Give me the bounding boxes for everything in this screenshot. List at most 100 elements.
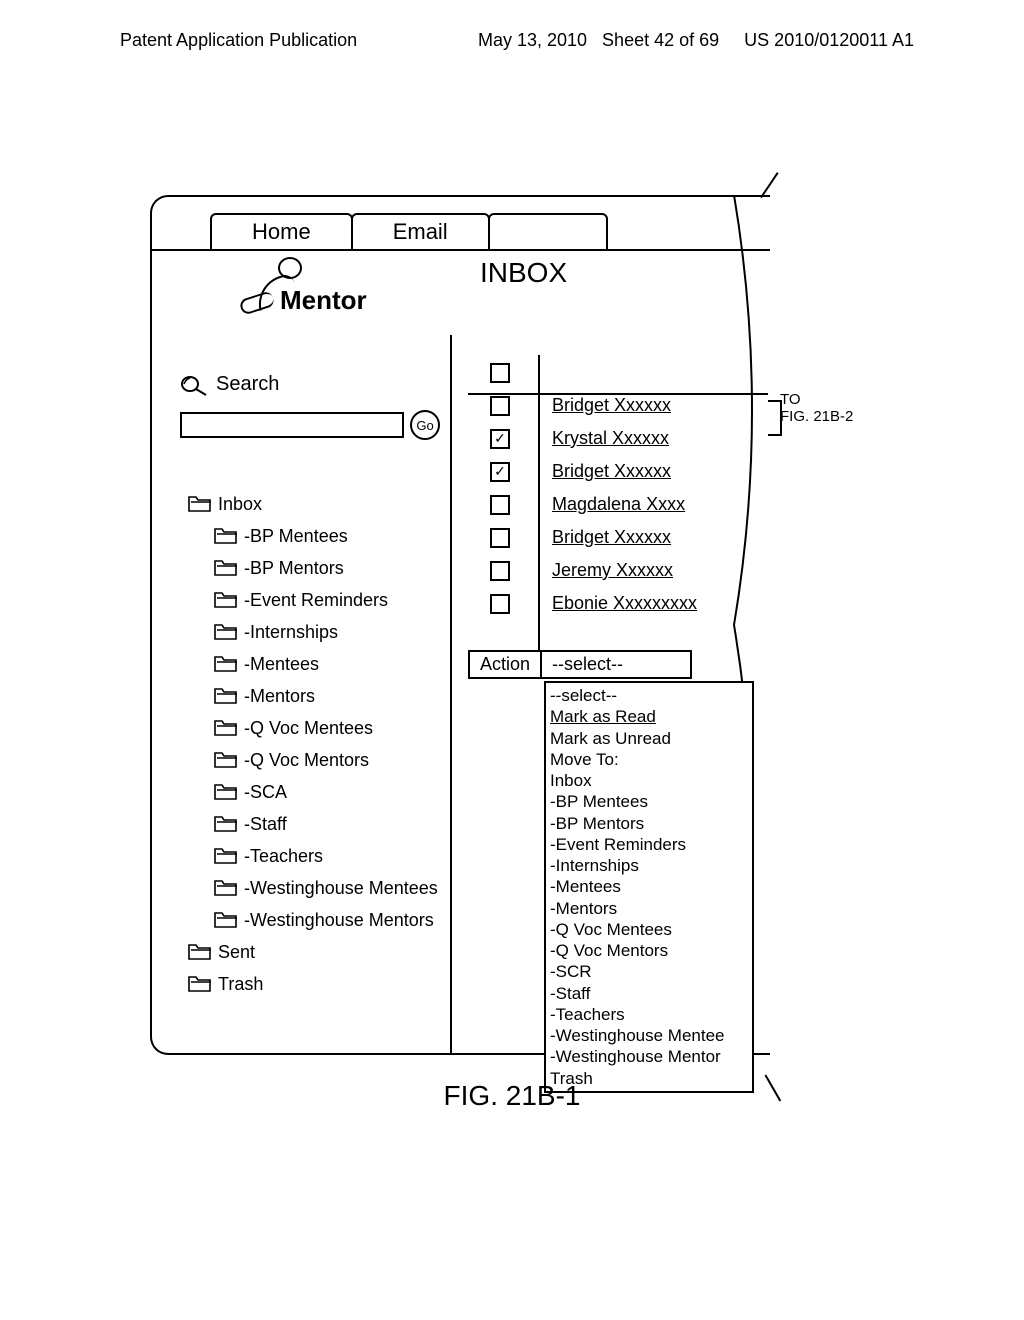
search-area: Search Go (180, 373, 440, 440)
folder-label: Sent (218, 943, 255, 961)
dropdown-option[interactable]: -Internships (550, 855, 748, 876)
publication-number: US 2010/0120011 A1 (744, 30, 914, 50)
figure-label: FIG. 21B-1 (0, 1080, 1024, 1112)
message-sender[interactable]: Bridget Xxxxxx (552, 527, 671, 548)
tab-blank[interactable] (488, 213, 608, 251)
message-checkbox[interactable] (490, 363, 510, 383)
folder-item[interactable]: Sent (188, 943, 438, 961)
search-label: Search (216, 373, 279, 396)
vertical-divider (450, 335, 452, 1055)
dropdown-option[interactable]: -Mentees (550, 876, 748, 897)
folder-item[interactable]: Inbox (188, 495, 438, 513)
dropdown-option[interactable]: -BP Mentees (550, 791, 748, 812)
folder-label: -Staff (244, 815, 287, 833)
dropdown-option[interactable]: -Teachers (550, 1004, 748, 1025)
message-sender[interactable]: Magdalena Xxxx (552, 494, 685, 515)
message-checkbox[interactable] (490, 594, 510, 614)
publication-label: Patent Application Publication (120, 30, 357, 51)
folder-item[interactable]: -Teachers (214, 847, 438, 865)
folder-item[interactable]: -Mentees (214, 655, 438, 673)
message-row[interactable]: Jeremy Xxxxxx (490, 560, 760, 581)
folder-label: -BP Mentees (244, 527, 348, 545)
message-row[interactable]: ✓ Krystal Xxxxxx (490, 428, 760, 449)
app-logo: Mentor (220, 255, 420, 325)
message-row[interactable]: Bridget Xxxxxx (490, 395, 760, 416)
folder-label: -Q Voc Mentees (244, 719, 373, 737)
dropdown-option[interactable]: --select-- (550, 685, 748, 706)
folder-label: Trash (218, 975, 263, 993)
message-row[interactable]: ✓ Bridget Xxxxxx (490, 461, 760, 482)
folder-item[interactable]: Trash (188, 975, 438, 993)
action-dropdown[interactable]: --select--Mark as ReadMark as UnreadMove… (544, 681, 754, 1093)
dropdown-option[interactable]: -Staff (550, 983, 748, 1004)
action-row: Action --select-- (468, 650, 692, 679)
folder-item[interactable]: -BP Mentees (214, 527, 438, 545)
pub-date: May 13, 2010 (478, 30, 587, 50)
dropdown-option[interactable]: -Westinghouse Mentee (550, 1025, 748, 1046)
folder-item[interactable]: -BP Mentors (214, 559, 438, 577)
message-checkbox[interactable]: ✓ (490, 462, 510, 482)
folder-tree: Inbox -BP Mentees -BP Mentors -Event Remind… (188, 495, 438, 1007)
message-sender[interactable]: Bridget Xxxxxx (552, 395, 671, 416)
message-checkbox[interactable] (490, 396, 510, 416)
dropdown-option[interactable]: -SCR (550, 961, 748, 982)
folder-item[interactable]: -Mentors (214, 687, 438, 705)
folder-item[interactable]: -Staff (214, 815, 438, 833)
folder-label: -Teachers (244, 847, 323, 865)
folder-item[interactable]: -Event Reminders (214, 591, 438, 609)
dropdown-option[interactable]: Mark as Read (550, 706, 748, 727)
folder-item[interactable]: -Q Voc Mentees (214, 719, 438, 737)
search-icon (180, 374, 208, 396)
message-row[interactable]: Bridget Xxxxxx (490, 527, 760, 548)
go-button[interactable]: Go (410, 410, 440, 440)
folder-label: Inbox (218, 495, 262, 513)
message-sender[interactable]: Jeremy Xxxxxx (552, 560, 673, 581)
continuation-note: TO FIG. 21B-2 (780, 392, 853, 425)
message-row[interactable]: Magdalena Xxxx (490, 494, 760, 515)
folder-label: -Internships (244, 623, 338, 641)
folder-label: -Mentees (244, 655, 319, 673)
dropdown-option[interactable]: -Westinghouse Mentor (550, 1046, 748, 1067)
action-select[interactable]: --select-- (542, 650, 692, 679)
dropdown-option[interactable]: Mark as Unread (550, 728, 748, 749)
folder-label: -Event Reminders (244, 591, 388, 609)
message-row[interactable]: Ebonie Xxxxxxxxx (490, 593, 760, 614)
folder-item[interactable]: -Internships (214, 623, 438, 641)
logo-text: Mentor (280, 285, 367, 316)
folder-label: -BP Mentors (244, 559, 344, 577)
dropdown-option[interactable]: -Mentors (550, 898, 748, 919)
to-fig-ref: FIG. 21B-2 (780, 409, 853, 426)
dropdown-option[interactable]: Inbox (550, 770, 748, 791)
message-sender[interactable]: Bridget Xxxxxx (552, 461, 671, 482)
message-list: Bridget Xxxxxx ✓ Krystal Xxxxxx ✓ Bridget Xx… (490, 363, 760, 626)
message-checkbox[interactable] (490, 561, 510, 581)
message-checkbox[interactable] (490, 528, 510, 548)
folder-label: -Westinghouse Mentors (244, 911, 434, 929)
message-sender[interactable]: Ebonie Xxxxxxxxx (552, 593, 697, 614)
folder-item[interactable]: -Q Voc Mentors (214, 751, 438, 769)
folder-label: -Westinghouse Mentees (244, 879, 438, 897)
message-row[interactable] (490, 363, 760, 383)
dropdown-option[interactable]: -Event Reminders (550, 834, 748, 855)
to-label: TO (780, 392, 853, 409)
message-checkbox[interactable] (490, 495, 510, 515)
message-sender[interactable]: Krystal Xxxxxx (552, 428, 669, 449)
figure-panel: Home Email INBOX Mentor Search Go Inbox-… (150, 195, 770, 1055)
action-button[interactable]: Action (468, 650, 542, 679)
dropdown-option[interactable]: -Q Voc Mentors (550, 940, 748, 961)
page-header: Patent Application Publication May 13, 2… (0, 0, 1024, 61)
message-checkbox[interactable]: ✓ (490, 429, 510, 449)
folder-item[interactable]: -Westinghouse Mentees (214, 879, 438, 897)
dropdown-option[interactable]: -BP Mentors (550, 813, 748, 834)
folder-label: -SCA (244, 783, 287, 801)
logo-hand-icon (238, 290, 275, 316)
dropdown-option[interactable]: -Q Voc Mentees (550, 919, 748, 940)
folder-item[interactable]: -SCA (214, 783, 438, 801)
tab-email[interactable]: Email (351, 213, 490, 251)
tab-home[interactable]: Home (210, 213, 353, 251)
folder-label: -Q Voc Mentors (244, 751, 369, 769)
sheet-number: Sheet 42 of 69 (602, 30, 719, 50)
dropdown-option[interactable]: Move To: (550, 749, 748, 770)
search-input[interactable] (180, 412, 404, 438)
folder-item[interactable]: -Westinghouse Mentors (214, 911, 438, 929)
